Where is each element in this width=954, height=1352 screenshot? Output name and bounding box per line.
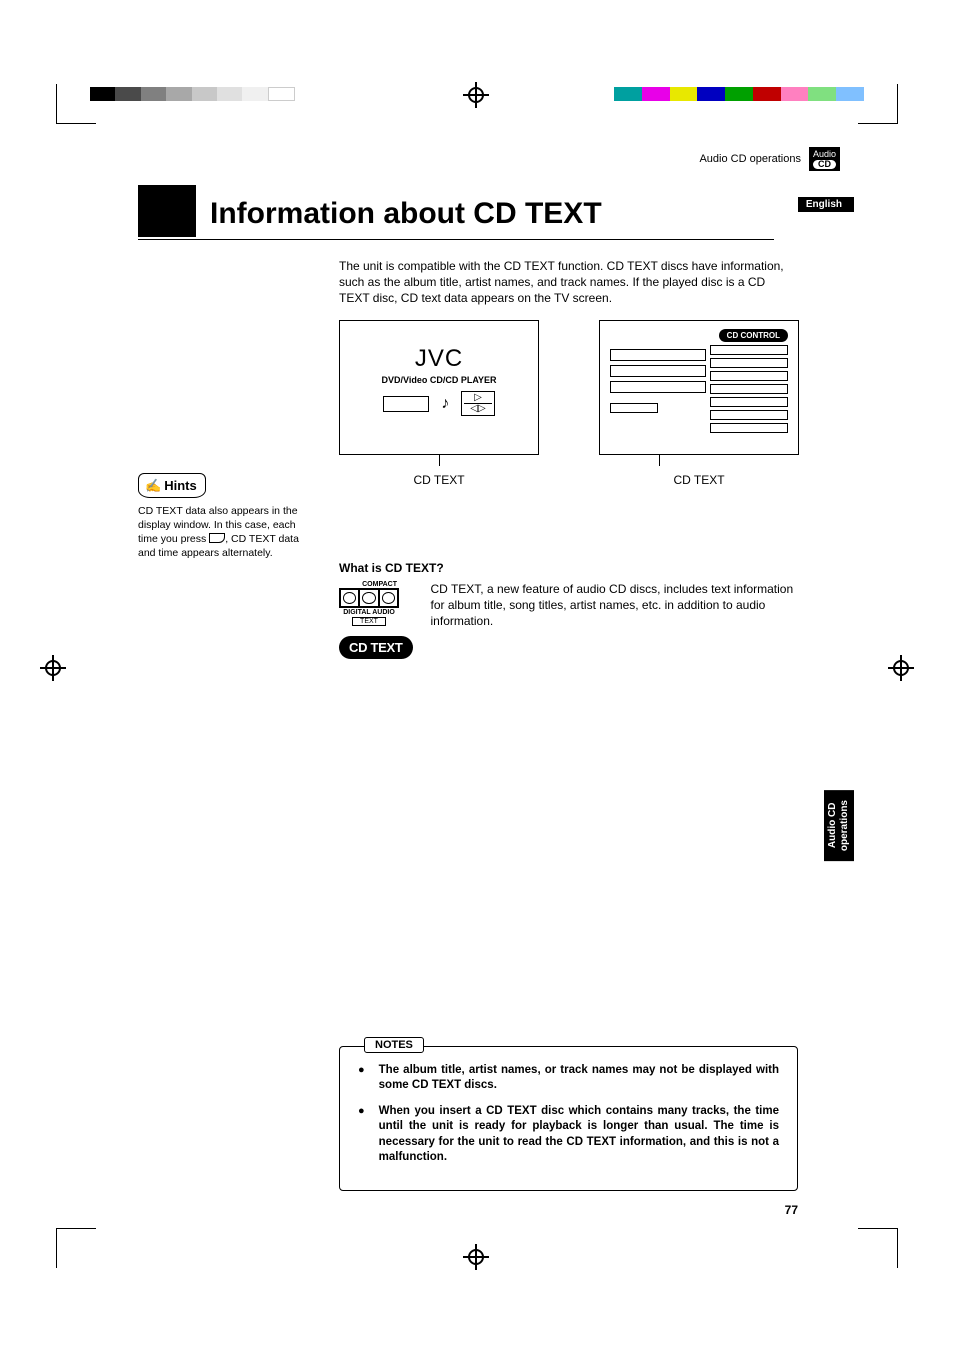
what-is-section: What is CD TEXT? COMPACT DIGITAL AUDIO T…	[339, 561, 794, 659]
side-tab: Audio CD operations	[824, 790, 854, 861]
crop-mark	[56, 84, 96, 124]
registration-mark	[463, 1244, 489, 1270]
disc-icon	[339, 588, 399, 608]
illustration-label: CD TEXT	[339, 473, 539, 487]
header-badge: Audio CD	[809, 147, 840, 171]
tv-screen-left: JVC DVD/Video CD/CD PLAYER ♪ ▷◁▷	[339, 320, 539, 455]
crop-mark	[56, 1228, 96, 1268]
hints-sidebar: ✍ Hints CD TEXT data also appears in the…	[138, 473, 308, 560]
cd-control-pill: CD CONTROL	[719, 329, 788, 342]
tv-logo: JVC	[348, 345, 530, 373]
callout-line	[439, 454, 440, 466]
tv-screen-right: CD CONTROL	[599, 320, 799, 455]
hints-title: Hints	[164, 477, 197, 495]
notes-box: NOTES The album title, artist names, or …	[339, 1046, 798, 1191]
hints-icon: ✍	[145, 477, 161, 495]
registration-mark	[888, 655, 914, 681]
text-label: TEXT	[352, 617, 386, 626]
music-note-icon: ♪	[441, 395, 449, 413]
language-badge: English	[798, 197, 854, 212]
callout-line	[659, 454, 660, 466]
title-block-icon	[138, 185, 196, 237]
intro-paragraph: The unit is compatible with the CD TEXT …	[339, 258, 794, 307]
badge-top: Audio	[813, 150, 836, 159]
header-row: Audio CD operations Audio CD	[699, 147, 840, 171]
notes-item-text: When you insert a CD TEXT disc which con…	[379, 1104, 779, 1166]
illustration-label: CD TEXT	[599, 473, 799, 487]
printer-gray-bar	[90, 87, 295, 101]
tv-right-right-col	[710, 345, 788, 436]
registration-mark	[40, 655, 66, 681]
button-icon	[209, 533, 225, 543]
title-rule	[138, 239, 774, 240]
page-title: Information about CD TEXT	[210, 197, 774, 237]
printer-color-bar	[614, 87, 864, 101]
digital-audio-label: DIGITAL AUDIO	[339, 609, 399, 616]
what-title: What is CD TEXT?	[339, 561, 794, 575]
badge-bottom: CD	[813, 160, 836, 169]
tv-field	[383, 396, 429, 412]
registration-mark	[463, 82, 489, 108]
title-bar: Information about CD TEXT	[138, 185, 774, 237]
illustration-row: JVC DVD/Video CD/CD PLAYER ♪ ▷◁▷ CD TEXT…	[339, 320, 799, 487]
tv-controls-icon: ▷◁▷	[461, 391, 494, 416]
tv-subtitle: DVD/Video CD/CD PLAYER	[348, 375, 530, 385]
cd-text-logo: COMPACT DIGITAL AUDIO TEXT CD TEXT	[339, 581, 413, 659]
notes-item-text: The album title, artist names, or track …	[379, 1063, 779, 1094]
header-section: Audio CD operations	[699, 153, 801, 165]
crop-mark	[858, 84, 898, 124]
page-number: 77	[785, 1203, 798, 1217]
notes-item: The album title, artist names, or track …	[358, 1063, 779, 1094]
hints-badge: ✍ Hints	[138, 473, 206, 498]
illustration-right: CD CONTROL CD TEXT	[599, 320, 799, 487]
notes-title: NOTES	[364, 1037, 424, 1053]
cdtext-pill: CD TEXT	[339, 636, 413, 659]
tv-right-left-col	[610, 349, 706, 413]
crop-mark	[858, 1228, 898, 1268]
page-content: Audio CD operations Audio CD English Inf…	[100, 125, 854, 1227]
what-body: CD TEXT, a new feature of audio CD discs…	[431, 581, 794, 630]
compact-label: COMPACT	[339, 581, 399, 588]
illustration-left: JVC DVD/Video CD/CD PLAYER ♪ ▷◁▷ CD TEXT	[339, 320, 539, 487]
hints-body: CD TEXT data also appears in the display…	[138, 504, 308, 561]
notes-item: When you insert a CD TEXT disc which con…	[358, 1104, 779, 1166]
